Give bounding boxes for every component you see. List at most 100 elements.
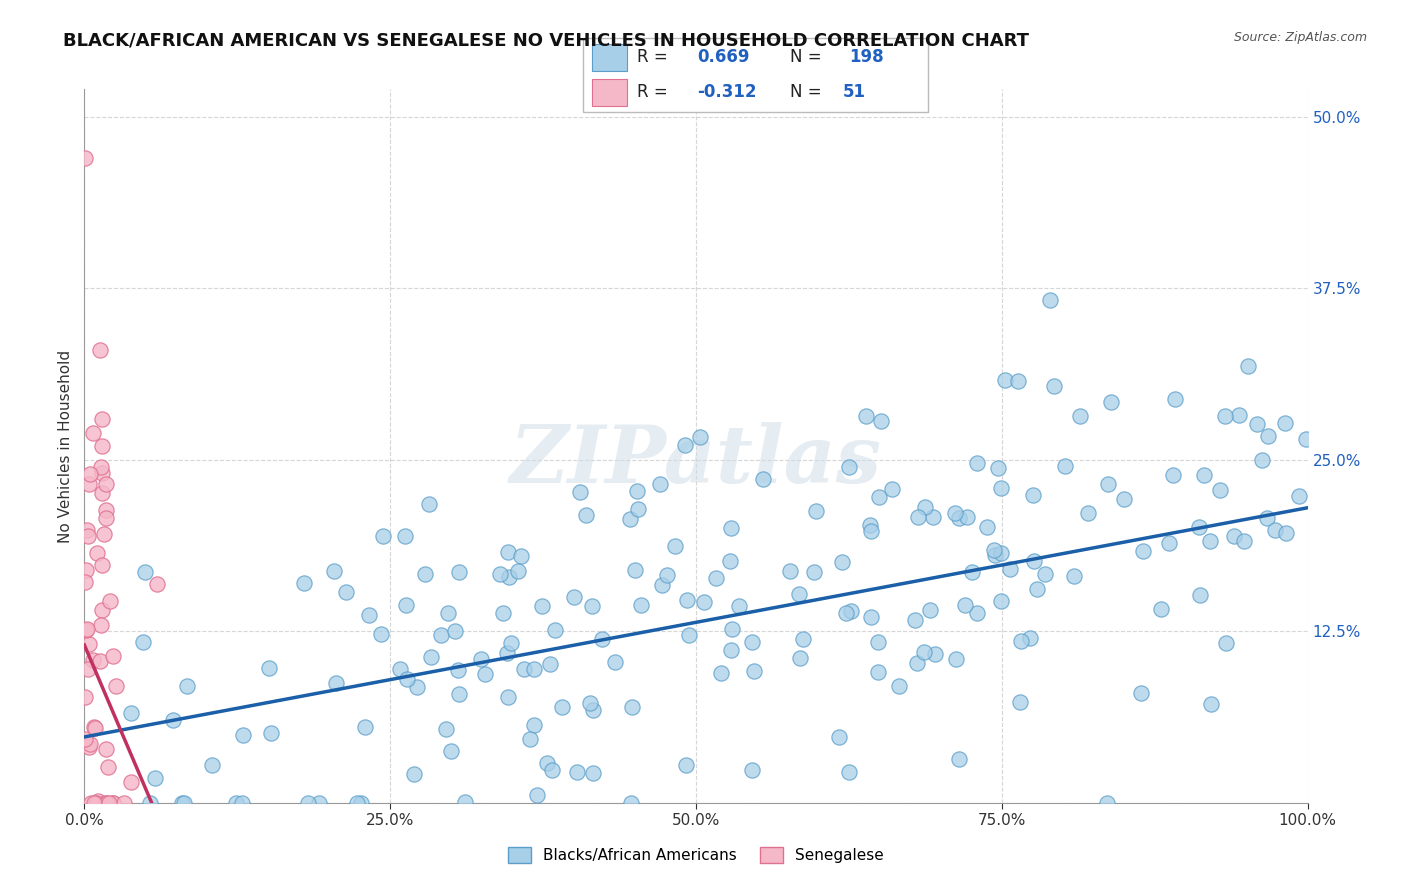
Point xyxy=(112,796,135,810)
Point xyxy=(943,506,966,520)
Point xyxy=(82,425,104,440)
Point xyxy=(512,662,534,676)
Point xyxy=(101,648,124,663)
Point xyxy=(474,666,496,681)
Point xyxy=(98,594,121,608)
Point xyxy=(82,653,104,667)
Point xyxy=(231,796,253,810)
Point xyxy=(720,642,742,657)
Point xyxy=(1063,568,1085,582)
Point xyxy=(1257,429,1279,443)
Point xyxy=(510,549,533,564)
Point xyxy=(976,519,998,533)
Point xyxy=(90,486,112,500)
Point xyxy=(648,476,671,491)
Point xyxy=(519,732,541,747)
Point xyxy=(75,623,97,637)
Point xyxy=(983,542,1005,557)
Text: R =: R = xyxy=(637,83,673,101)
Point xyxy=(531,599,554,613)
Point xyxy=(1130,686,1153,700)
Point xyxy=(134,565,156,579)
Point xyxy=(1227,408,1250,422)
Point xyxy=(90,459,112,474)
Point xyxy=(79,738,101,752)
Text: 198: 198 xyxy=(849,48,883,66)
Point xyxy=(91,439,114,453)
Point xyxy=(523,717,546,731)
Point xyxy=(960,565,983,579)
Point xyxy=(676,592,699,607)
Point xyxy=(741,763,763,777)
Point xyxy=(741,635,763,649)
Point xyxy=(101,796,124,810)
Point xyxy=(73,732,96,747)
Point xyxy=(620,796,643,810)
Point xyxy=(955,509,977,524)
Point xyxy=(523,662,546,676)
Point xyxy=(718,554,741,568)
Point xyxy=(1209,483,1232,497)
Point xyxy=(1295,432,1317,446)
Point xyxy=(91,411,114,425)
Point xyxy=(1288,489,1310,503)
Point xyxy=(444,624,467,638)
Point xyxy=(855,409,877,424)
Point xyxy=(1189,588,1212,602)
Point xyxy=(120,775,142,789)
Point xyxy=(626,484,648,499)
Point xyxy=(146,577,169,591)
Point xyxy=(260,726,283,740)
Point xyxy=(866,635,889,649)
Point xyxy=(1223,529,1246,543)
Point xyxy=(603,655,626,669)
Point xyxy=(1132,544,1154,558)
Point xyxy=(506,564,529,578)
Point xyxy=(1264,523,1286,537)
Point xyxy=(73,690,96,704)
Point xyxy=(84,796,107,810)
Point xyxy=(948,511,970,525)
Point xyxy=(93,527,115,541)
Point xyxy=(162,713,184,727)
Point xyxy=(990,482,1012,496)
Point xyxy=(440,744,463,758)
Point xyxy=(335,585,357,599)
Point xyxy=(924,647,946,661)
Point xyxy=(1275,525,1298,540)
Point xyxy=(987,461,1010,475)
Point xyxy=(1215,636,1237,650)
Point xyxy=(104,679,127,693)
Point xyxy=(132,634,155,648)
Point xyxy=(406,680,429,694)
Point xyxy=(1250,453,1272,467)
Point xyxy=(94,796,117,810)
Point xyxy=(201,758,224,772)
Point xyxy=(89,654,111,668)
Point xyxy=(568,484,591,499)
Point xyxy=(581,703,603,717)
Point xyxy=(96,477,118,491)
Point xyxy=(591,632,613,647)
Point xyxy=(870,414,893,428)
Point xyxy=(346,796,368,810)
Point xyxy=(827,730,849,744)
Point xyxy=(257,661,280,675)
Point xyxy=(1019,631,1042,645)
Point xyxy=(673,438,696,452)
Bar xyxy=(592,45,627,70)
Point xyxy=(1150,602,1173,616)
Point xyxy=(419,650,441,665)
Point xyxy=(83,720,105,734)
Point xyxy=(721,622,744,636)
Y-axis label: No Vehicles in Household: No Vehicles in Household xyxy=(58,350,73,542)
Point xyxy=(984,548,1007,562)
Point xyxy=(838,460,860,475)
Point xyxy=(1256,511,1278,525)
Text: BLACK/AFRICAN AMERICAN VS SENEGALESE NO VEHICLES IN HOUSEHOLD CORRELATION CHART: BLACK/AFRICAN AMERICAN VS SENEGALESE NO … xyxy=(63,31,1029,49)
Point xyxy=(359,608,381,623)
Point xyxy=(948,752,970,766)
Point xyxy=(349,796,371,810)
Point xyxy=(1035,567,1057,582)
Point xyxy=(1024,554,1046,568)
